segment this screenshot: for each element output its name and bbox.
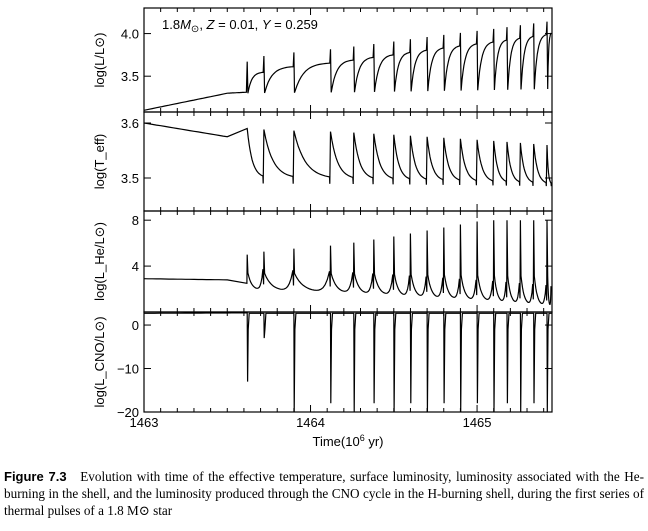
x-tick-label: 1464	[296, 415, 325, 430]
figure: 3.5 4.0 log(L/L⊙) 3.5 3.6 log(T_eff) 4 8 log(L_H…	[92, 7, 553, 449]
y-tick-label: 3.6	[121, 116, 139, 131]
panel-cno: −20 −10 0 log(L_CNO/L⊙)	[92, 311, 553, 420]
chart-svg: 3.5 4.0 log(L/L⊙) 3.5 3.6 log(T_eff) 4 8 log(L_H…	[92, 7, 553, 449]
panel-helium: 4 8 log(L_He/L⊙)	[92, 210, 553, 313]
y-tick-label: 4.0	[121, 27, 139, 42]
annotation-z-value: = 0.01,	[218, 17, 258, 32]
annotation-y-label: Y	[262, 17, 272, 32]
panel-luminosity: 3.5 4.0 log(L/L⊙)	[92, 7, 553, 113]
caption-text: Evolution with time of the effective tem…	[4, 469, 645, 518]
panel-frame-helium	[143, 210, 553, 313]
series-line-luminosity	[143, 21, 552, 111]
panel-frame-teff	[143, 111, 553, 212]
series-line-helium	[143, 220, 552, 305]
chart-annotation: 1.8M⊙, Z = 0.01, Y = 0.259	[162, 17, 318, 35]
annotation-y-value: = 0.259	[274, 17, 318, 32]
y-axis-title-helium: log(L_He/L⊙)	[92, 222, 107, 301]
y-axis-title-cno: log(L_CNO/L⊙)	[92, 316, 107, 407]
y-tick-label: 8	[132, 213, 139, 228]
y-tick-label: 4	[132, 259, 139, 274]
series-line-cno	[144, 312, 552, 413]
caption-label: Figure 7.3	[4, 469, 67, 484]
panel-teff: 3.5 3.6 log(T_eff)	[92, 111, 553, 212]
x-axis-title: Time(106 yr)	[313, 433, 384, 449]
y-tick-label: 0	[132, 318, 139, 333]
x-tick-label: 1463	[130, 415, 159, 430]
y-tick-label: −20	[117, 405, 139, 420]
y-axis-title-teff: log(T_eff)	[92, 134, 107, 189]
figure-caption: Figure 7.3 Evolution with time of the ef…	[4, 468, 644, 519]
y-tick-label: 3.5	[121, 69, 139, 84]
y-tick-label: −10	[117, 362, 139, 377]
x-tick-label: 1465	[463, 415, 492, 430]
y-axis-title-luminosity: log(L/L⊙)	[92, 33, 107, 88]
y-tick-label: 3.5	[121, 171, 139, 186]
series-line-teff	[143, 122, 552, 187]
panel-frame-cno	[143, 311, 553, 413]
annotation-mass: 1.8	[162, 17, 180, 32]
annotation-z-label: Z	[206, 17, 216, 32]
